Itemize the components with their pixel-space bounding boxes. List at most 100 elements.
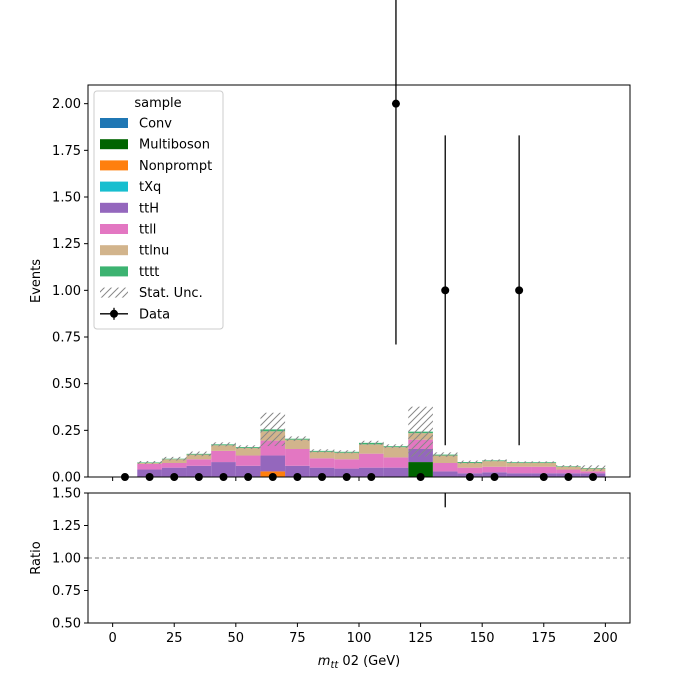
legend-label-7: tttt [139,265,159,280]
bar-ttll-bin-18 [556,469,581,474]
ratio-y-tick-label-4: 1.50 [52,487,81,502]
main-y-tick-label-3: 0.75 [52,331,81,346]
x-tick-label-5: 125 [408,631,433,646]
main-y-tick-label-5: 1.25 [52,237,81,252]
stat-unc-bin-2 [161,456,187,461]
bar-multiboson-bin-12 [408,462,433,477]
stat-unc-bin-5 [235,445,261,449]
bar-ttlnu-bin-10 [359,444,384,454]
bar-ttll-bin-13 [432,463,458,472]
main-y-tick-label-7: 1.75 [52,144,81,159]
bar-tth-bin-4 [211,462,236,477]
bar-ttll-bin-8 [309,458,335,468]
main-plot: 0.00 0.25 0.50 0.75 1.00 1.25 1.50 1.75 2.00 [52,0,631,486]
bar-ttll-bin-16 [506,466,532,474]
bar-ttll-bin-10 [359,453,384,468]
legend-label-9: Data [139,307,170,322]
bar-ttll-bin-15 [482,466,507,473]
bar-ttll-bin-5 [235,455,261,466]
legend: sample Conv Multiboson Nonprompt tXq ttH ttll t… [93,90,224,330]
data-point-13 [441,286,450,295]
ratio-y-tick-label-2: 1.00 [52,552,81,567]
bar-tth-bin-5 [235,465,261,477]
main-y-tick-label-8: 2.00 [52,97,81,112]
x-tick-label-8: 200 [593,631,618,646]
x-tick-label-2: 50 [228,631,245,646]
legend-swatch-tth [100,202,128,213]
stat-unc-bin-18 [556,465,581,468]
bar-ttlnu-bin-9 [334,452,359,460]
bar-ttll-bin-9 [334,459,359,469]
x-tick-label-4: 100 [347,631,372,646]
legend-label-1: Multiboson [139,138,210,153]
main-y-tick-label-6: 1.50 [52,191,81,206]
data-point-16 [515,286,524,295]
bar-ttlnu-bin-13 [432,455,458,463]
legend-swatch-conv [100,118,128,128]
x-tick-label-7: 175 [531,631,556,646]
bar-ttll-bin-4 [211,450,236,463]
x-tick-label-1: 25 [166,631,183,646]
legend-label-3: tXq [139,180,161,195]
bar-ttll-bin-17 [531,466,557,474]
stat-unc-bin-8 [309,449,335,453]
bar-tth-bin-11 [383,467,409,477]
stat-unc-bin-11 [383,444,409,449]
main-y-axis-label: Events [29,259,44,303]
x-tick-label-6: 150 [470,631,495,646]
stat-unc-bin-14 [457,460,483,464]
bar-ttll-bin-3 [186,459,212,466]
bar-ttlnu-bin-3 [186,454,212,460]
legend-label-2: Nonprompt [139,159,212,174]
bar-ttlnu-bin-18 [556,466,581,470]
stat-unc-bin-10 [359,440,384,445]
legend-label-6: ttlnu [139,244,169,259]
bar-ttlnu-bin-16 [506,463,532,467]
ratio-y-tick-label-1: 0.75 [52,584,81,599]
bar-tth-bin-16 [506,473,532,477]
legend-data-marker [110,309,118,318]
bar-ttll-bin-7 [285,449,310,466]
legend-swatch-nonprompt [100,160,128,171]
main-y-tick-label-0: 0.00 [52,471,81,486]
stat-unc-bin-16 [506,461,532,464]
ratio-y-tick-label-0: 0.50 [52,617,81,632]
legend-label-0: Conv [139,117,172,132]
bar-tth-bin-6 [260,455,286,472]
main-y-tick-label-1: 0.25 [52,424,81,439]
legend-swatch-multiboson [100,139,128,150]
bar-ttlnu-bin-7 [285,439,310,449]
stat-unc-bin-7 [285,436,310,442]
stat-unc-bin-12 [408,406,433,457]
stat-unc-bin-3 [186,451,212,457]
x-axis-label: mtt 02 (GeV) [318,654,400,671]
bar-ttll-bin-1 [137,463,162,470]
bar-ttll-bin-11 [383,457,409,468]
bar-ttlnu-bin-2 [161,459,187,463]
bar-ttlnu-bin-4 [211,445,236,451]
bar-ttlnu-bin-14 [457,463,483,468]
bar-tth-bin-9 [334,468,359,477]
main-y-tick-label-4: 1.00 [52,284,81,299]
bar-tth-bin-10 [359,467,384,477]
bar-ttll-bin-19 [580,471,606,474]
legend-label-4: ttH [139,201,159,216]
bar-ttlnu-bin-5 [235,448,261,456]
x-tick-label-3: 75 [289,631,306,646]
ratio-plot: 0.50 0.75 1.00 1.25 1.50 0 25 50 75 100 125 150 175 2… [52,487,631,646]
stat-unc-bin-13 [432,452,458,457]
x-tick-label-0: 0 [108,631,116,646]
bar-tth-bin-3 [186,465,212,477]
bar-ttlnu-bin-11 [383,447,409,458]
legend-label-8: Stat. Unc. [139,286,203,301]
ratio-y-tick-label-3: 1.25 [52,519,81,534]
data-point-11 [391,99,400,108]
bar-ttll-bin-2 [161,463,187,468]
legend-title: sample [134,96,181,111]
legend-swatch-ttlnu [100,245,128,256]
stat-unc-bin-15 [482,459,507,462]
ratio-y-axis-label: Ratio [29,541,44,574]
bar-ttlnu-bin-15 [482,461,507,467]
bar-tth-bin-2 [161,467,187,477]
